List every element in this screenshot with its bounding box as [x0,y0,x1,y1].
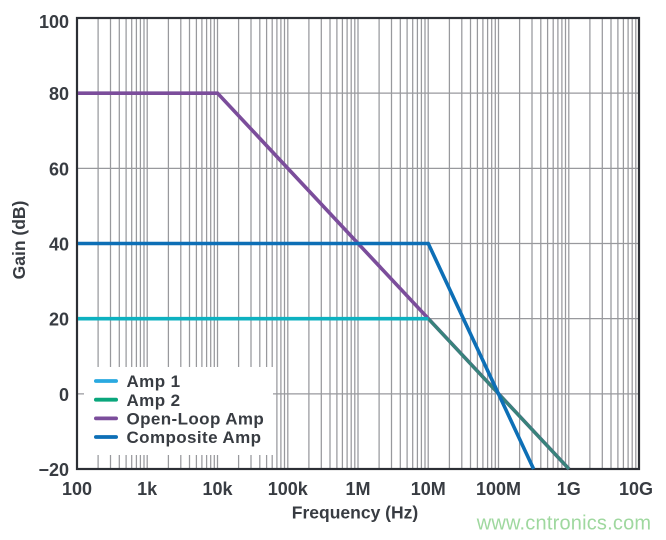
svg-text:100k: 100k [268,479,309,499]
svg-text:10M: 10M [411,479,446,499]
svg-text:0: 0 [59,385,69,405]
svg-text:Gain (dB): Gain (dB) [9,201,29,280]
svg-text:Open-Loop Amp: Open-Loop Amp [127,410,265,429]
svg-text:20: 20 [49,310,69,330]
svg-text:60: 60 [49,159,69,179]
svg-text:Amp 2: Amp 2 [127,391,181,410]
svg-text:www.cntronics.com: www.cntronics.com [476,513,652,535]
svg-text:100M: 100M [476,479,521,499]
svg-text:Frequency (Hz): Frequency (Hz) [292,503,418,523]
svg-text:100: 100 [39,12,69,32]
svg-text:1G: 1G [557,479,581,499]
svg-text:100: 100 [62,479,92,499]
svg-text:−20: −20 [38,460,69,480]
svg-text:80: 80 [49,84,69,104]
svg-text:10k: 10k [202,479,233,499]
svg-text:Amp 1: Amp 1 [127,372,181,391]
svg-text:Composite Amp: Composite Amp [127,428,262,447]
svg-text:1M: 1M [345,479,370,499]
svg-text:40: 40 [49,235,69,255]
svg-text:10G: 10G [619,479,653,499]
svg-text:1k: 1k [137,479,158,499]
